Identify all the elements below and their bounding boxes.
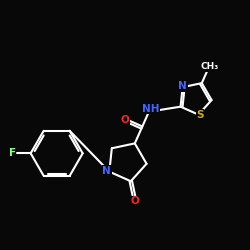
Text: O: O	[131, 196, 140, 206]
Text: N: N	[178, 81, 187, 91]
Text: S: S	[196, 110, 203, 120]
Text: CH₃: CH₃	[201, 62, 219, 71]
Text: O: O	[121, 115, 130, 125]
Text: N: N	[102, 166, 111, 176]
Text: F: F	[9, 148, 16, 158]
Text: NH: NH	[142, 104, 159, 114]
